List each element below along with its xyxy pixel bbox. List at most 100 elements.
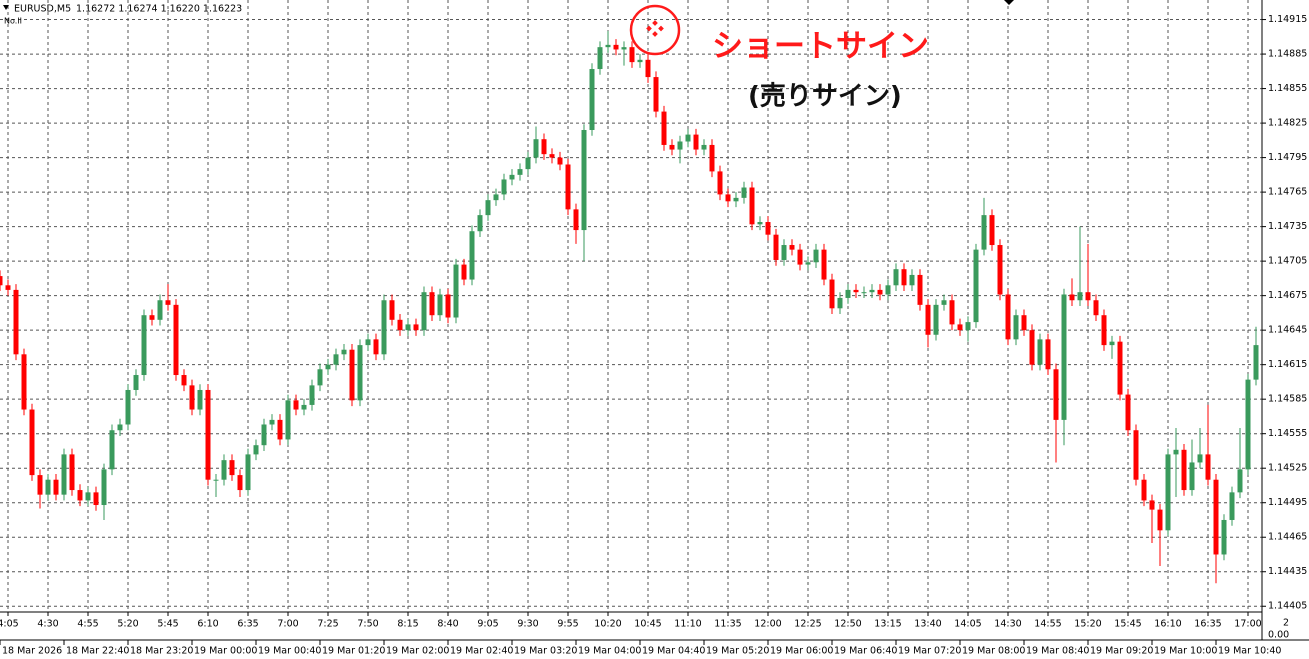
candle-body	[429, 292, 435, 316]
candle-body	[901, 269, 907, 286]
candle-body	[893, 269, 899, 286]
candle-body	[1205, 454, 1211, 480]
candle-body	[653, 77, 659, 112]
candle-body	[837, 297, 843, 309]
candle-body	[613, 44, 619, 50]
candle-body	[5, 285, 11, 290]
x-tick-label: 8:15	[397, 619, 418, 630]
x-tick-label: 7:00	[277, 619, 298, 630]
candle-body	[37, 475, 43, 495]
y-tick-label: 1.14705	[1268, 256, 1307, 267]
x-tick-label: 15:20	[1074, 619, 1101, 630]
x-tick-label: 4:30	[37, 619, 58, 630]
candle-body	[957, 324, 963, 331]
candle-body	[973, 249, 979, 323]
candle-body	[773, 234, 779, 260]
candle-body	[853, 289, 859, 293]
candle-body	[1141, 479, 1147, 501]
candle-body	[1109, 341, 1115, 346]
candle-body	[757, 222, 763, 225]
symbol-title: EURUSD,M5	[14, 4, 71, 15]
candle-body	[277, 419, 283, 440]
candle-body	[445, 294, 451, 318]
candle-body	[709, 144, 715, 172]
candle-body	[581, 129, 587, 231]
candle-body	[157, 300, 163, 320]
date-label: 18 Mar 22:40	[66, 646, 129, 657]
x-tick-label: 9:05	[477, 619, 498, 630]
candle-body	[13, 289, 19, 355]
candle-body	[1157, 509, 1163, 531]
date-label: 19 Mar 03:20	[514, 646, 577, 657]
candle-body	[69, 454, 75, 491]
x-tick-label: 14:30	[994, 619, 1021, 630]
candle-body	[925, 304, 931, 335]
candle-body	[741, 187, 747, 198]
candle-body	[789, 245, 795, 250]
indicator-label: No.II	[4, 17, 22, 26]
x-tick-label: 5:20	[117, 619, 138, 630]
candle-body	[189, 385, 195, 410]
candle-body	[909, 274, 915, 286]
candle-body	[1061, 294, 1067, 420]
candle-body	[1005, 294, 1011, 340]
candle-body	[629, 47, 635, 63]
candle-body	[309, 385, 315, 405]
candle-body	[885, 285, 891, 295]
candle-body	[1029, 330, 1035, 365]
candle-body	[941, 300, 947, 305]
candle-body	[181, 375, 187, 386]
date-label: 18 Mar 23:20	[130, 646, 193, 657]
candle-body	[645, 59, 651, 78]
x-tick-label: 9:30	[517, 619, 538, 630]
candle-body	[605, 44, 611, 48]
x-tick-label: 7:25	[317, 619, 338, 630]
candle-body	[317, 369, 323, 386]
candle-body	[1229, 492, 1235, 520]
candle-body	[981, 215, 987, 250]
x-tick-label: 16:10	[1154, 619, 1181, 630]
candle-body	[1077, 292, 1083, 301]
candle-body	[765, 222, 771, 235]
date-label: 19 Mar 08:00	[962, 646, 1025, 657]
candle-body	[805, 262, 811, 265]
candle-body	[357, 345, 363, 401]
candle-body	[293, 400, 299, 410]
candle-body	[1165, 454, 1171, 531]
candle-body	[101, 469, 107, 506]
y-tick-label: 1.14855	[1268, 83, 1307, 94]
candle-body	[1133, 430, 1139, 480]
shift-marker	[1004, 0, 1014, 5]
candle-body	[781, 245, 787, 260]
candle-body	[541, 139, 547, 155]
corner-label: 0.00	[1268, 630, 1289, 641]
x-tick-label: 6:35	[237, 619, 258, 630]
candle-body	[485, 200, 491, 216]
y-tick-label: 1.14885	[1268, 49, 1307, 60]
date-label: 19 Mar 05:20	[706, 646, 769, 657]
x-tick-label: 5:45	[157, 619, 178, 630]
candle-body	[253, 445, 259, 455]
candle-body	[845, 289, 851, 298]
candle-body	[677, 141, 683, 150]
candle-body	[557, 157, 563, 165]
candle-body	[1189, 462, 1195, 491]
date-label: 19 Mar 00:00	[194, 646, 257, 657]
x-tick-label: 11:35	[714, 619, 741, 630]
y-tick-label: 1.14915	[1268, 14, 1307, 25]
candle-body	[813, 249, 819, 263]
x-tick-label: 12:25	[794, 619, 821, 630]
y-tick-label: 1.14735	[1268, 221, 1307, 232]
candle-body	[405, 324, 411, 331]
date-label: 19 Mar 02:40	[450, 646, 513, 657]
candle-body	[717, 171, 723, 195]
candle-body	[109, 430, 115, 470]
x-tick-label: 6:10	[197, 619, 218, 630]
candle-body	[533, 139, 539, 158]
signal-icon	[646, 20, 664, 37]
x-tick-label: 12:00	[754, 619, 781, 630]
candle-body	[1021, 315, 1027, 331]
date-label: 19 Mar 06:00	[770, 646, 833, 657]
menu-triangle[interactable]	[3, 5, 9, 10]
